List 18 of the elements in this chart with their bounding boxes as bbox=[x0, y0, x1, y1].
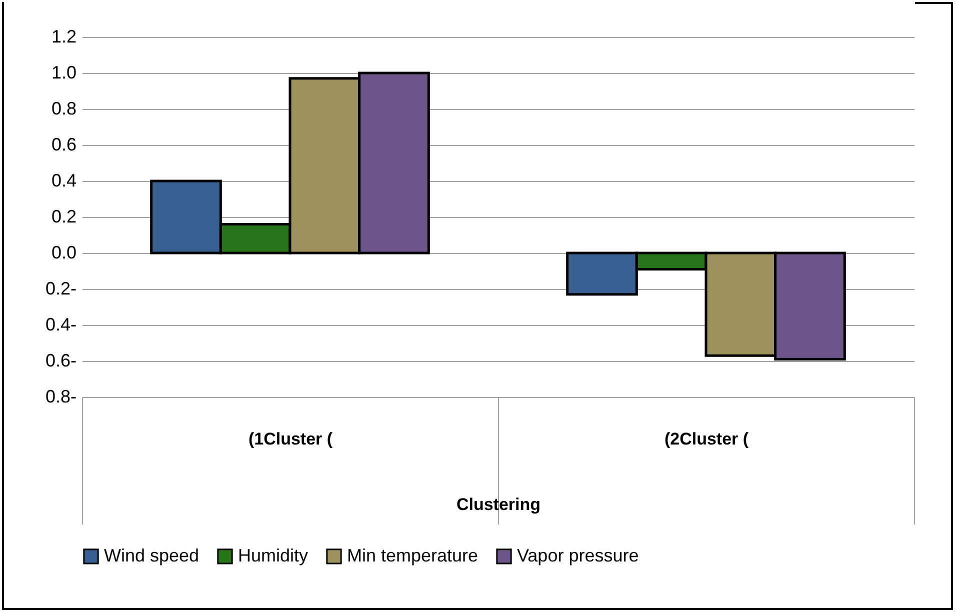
x-tick-label: (2Cluster ( bbox=[664, 430, 749, 448]
y-tick-label: 0.4 bbox=[51, 170, 76, 190]
y-tick-label: 0.8 bbox=[51, 98, 76, 118]
y-tick-label: 0.6- bbox=[45, 350, 76, 370]
legend-label: Humidity bbox=[238, 545, 308, 566]
y-tick-label: 0.0 bbox=[51, 242, 76, 262]
y-tick-label: 0.2- bbox=[45, 278, 76, 298]
legend-label: Min temperature bbox=[347, 545, 478, 566]
y-tick-label: 0.8- bbox=[45, 386, 76, 406]
x-tick-label: (1Cluster ( bbox=[248, 430, 333, 448]
x-axis-title: Clustering bbox=[456, 495, 541, 514]
y-tick-label: 1.2 bbox=[51, 26, 76, 46]
y-tick-label: 0.6 bbox=[51, 134, 76, 154]
y-tick-label: 1.0 bbox=[51, 62, 76, 82]
legend-label: Wind speed bbox=[104, 545, 200, 566]
y-tick-label: 0.4- bbox=[45, 314, 76, 334]
legend-label: Vapor pressure bbox=[517, 545, 639, 566]
y-tick-label: 0.2 bbox=[51, 206, 76, 226]
